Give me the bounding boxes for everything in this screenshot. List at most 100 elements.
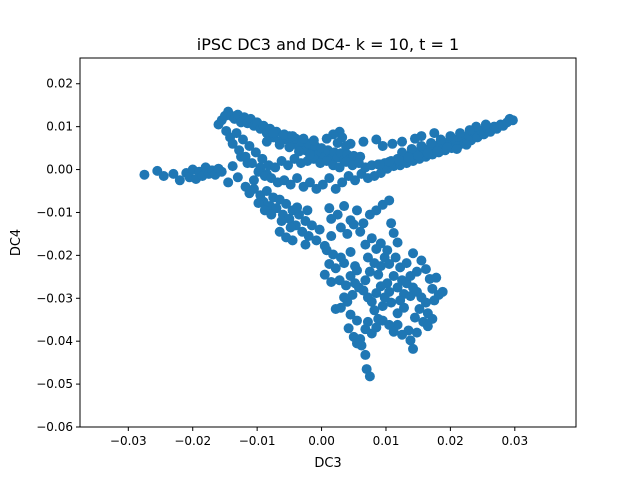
- scatter-point: [304, 177, 315, 188]
- scatter-point: [232, 172, 243, 183]
- x-axis-label: DC3: [314, 456, 341, 471]
- scatter-point: [416, 255, 427, 266]
- scatter-point: [330, 183, 341, 194]
- scatter-point: [371, 288, 382, 299]
- scatter-point: [326, 276, 337, 287]
- scatter-point: [374, 159, 385, 170]
- scatter-point: [283, 160, 294, 171]
- scatter-point: [314, 224, 325, 235]
- scatter-point: [432, 146, 443, 157]
- scatter-point: [348, 219, 359, 230]
- scatter-point: [392, 308, 403, 319]
- y-tick-label: −0.01: [36, 205, 73, 219]
- scatter-point: [319, 269, 330, 280]
- scatter-point: [237, 134, 248, 145]
- scatter-point: [274, 139, 285, 150]
- scatter-point: [405, 270, 416, 281]
- scatter-point: [373, 269, 384, 280]
- y-axis-label: DC4: [9, 229, 24, 256]
- scatter-point: [292, 202, 303, 213]
- scatter-point: [339, 258, 350, 269]
- scatter-point: [328, 249, 339, 260]
- scatter-point: [406, 143, 417, 154]
- scatter-point: [332, 137, 343, 148]
- scatter-point: [268, 128, 279, 139]
- scatter-point: [431, 272, 442, 283]
- scatter-point: [261, 136, 272, 147]
- scatter-point: [373, 313, 384, 324]
- x-tick-label: 0.00: [308, 434, 335, 448]
- scatter-point: [371, 322, 382, 333]
- scatter-point: [427, 313, 438, 324]
- scatter-point: [330, 263, 341, 274]
- scatter-point: [345, 270, 356, 281]
- scatter-point: [324, 203, 335, 214]
- scatter-point: [350, 175, 361, 186]
- scatter-point: [375, 261, 386, 272]
- scatter-point: [334, 162, 345, 173]
- scatter-point: [384, 195, 395, 206]
- scatter-point: [341, 280, 352, 291]
- scatter-point: [347, 289, 358, 300]
- scatter-point: [355, 226, 366, 237]
- scatter-point: [339, 201, 350, 212]
- scatter-point: [360, 239, 371, 250]
- scatter-point: [409, 312, 420, 323]
- scatter-point: [279, 129, 290, 140]
- y-tick-label: −0.04: [36, 334, 73, 348]
- axes-frame: [79, 57, 577, 428]
- scatter-point: [358, 136, 369, 147]
- scatter-point: [426, 137, 437, 148]
- scatter-point: [366, 296, 377, 307]
- scatter-point: [304, 149, 315, 160]
- scatter-point: [244, 140, 255, 151]
- scatter-point: [345, 309, 356, 320]
- x-tick-label: 0.03: [501, 434, 528, 448]
- y-tick-label: 0.02: [46, 77, 73, 91]
- scatter-point: [306, 220, 317, 231]
- scatter-point: [300, 239, 311, 250]
- scatter-point: [461, 139, 472, 150]
- x-tick-label: −0.03: [110, 434, 147, 448]
- x-tick-label: −0.02: [174, 434, 211, 448]
- scatter-point: [386, 218, 397, 229]
- scatter-point: [330, 304, 341, 315]
- scatter-point: [250, 147, 261, 158]
- scatter-point: [285, 222, 296, 233]
- scatter-point: [360, 349, 371, 360]
- scatter-point: [362, 316, 373, 327]
- scatter-point: [281, 198, 292, 209]
- scatter-point: [384, 258, 395, 269]
- scatter-point: [287, 131, 298, 142]
- scatter-point: [375, 238, 386, 249]
- scatter-point: [397, 329, 408, 340]
- scatter-point: [284, 213, 295, 224]
- scatter-point: [248, 175, 259, 186]
- scatter-point: [326, 213, 337, 224]
- scatter-point: [420, 264, 431, 275]
- scatter-point: [392, 282, 403, 293]
- scatter-point: [270, 162, 281, 173]
- scatter-point: [429, 128, 440, 139]
- scatter-point: [377, 301, 388, 311]
- scatter-point: [427, 283, 438, 294]
- scatter-point: [387, 138, 398, 149]
- scatter-point: [253, 198, 264, 209]
- scatter-point: [371, 134, 382, 145]
- scatter-point: [341, 140, 352, 151]
- scatter-point: [399, 302, 410, 313]
- y-axis-ticks: −0.06 −0.05 −0.04 −0.03 −0.02 −0.01 0.00 0.01 0.…: [36, 77, 80, 434]
- scatter-point: [216, 166, 227, 177]
- scatter-point: [401, 258, 412, 269]
- chart-title: iPSC DC3 and DC4- k = 10, t = 1: [197, 35, 459, 54]
- x-axis-ticks: −0.03 −0.02 −0.01 0.00 0.01 0.02 0.03: [110, 427, 528, 448]
- scatter-point: [397, 136, 408, 147]
- scatter-point: [362, 252, 373, 263]
- scatter-point: [413, 150, 424, 161]
- scatter-point: [317, 179, 328, 190]
- scatter-point: [377, 140, 388, 151]
- scatter-point: [292, 173, 303, 184]
- scatter-point: [409, 133, 420, 144]
- scatter-point: [464, 125, 475, 136]
- scatter-point: [507, 115, 518, 126]
